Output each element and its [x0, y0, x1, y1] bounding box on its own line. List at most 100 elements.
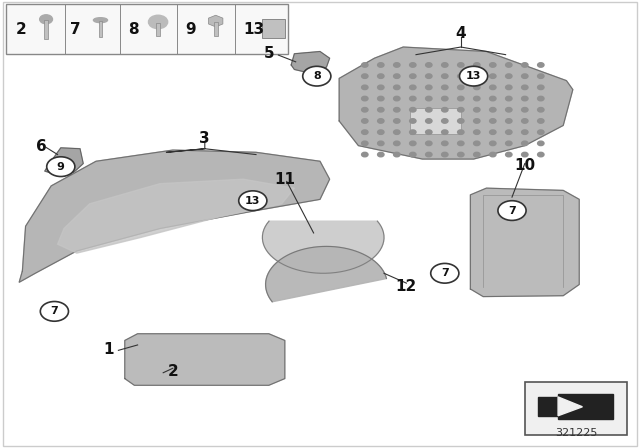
Circle shape: [394, 130, 400, 134]
Circle shape: [458, 119, 464, 123]
Circle shape: [40, 302, 68, 321]
Circle shape: [506, 96, 512, 101]
Circle shape: [506, 85, 512, 90]
Circle shape: [394, 85, 400, 90]
Circle shape: [362, 85, 368, 90]
Circle shape: [410, 119, 416, 123]
Circle shape: [378, 85, 384, 90]
Circle shape: [474, 63, 480, 67]
Circle shape: [410, 63, 416, 67]
Text: 2: 2: [168, 364, 178, 379]
Ellipse shape: [93, 17, 108, 23]
Circle shape: [378, 119, 384, 123]
Circle shape: [458, 63, 464, 67]
Circle shape: [538, 119, 544, 123]
Polygon shape: [291, 52, 330, 72]
Circle shape: [538, 63, 544, 67]
Circle shape: [538, 141, 544, 146]
Circle shape: [410, 85, 416, 90]
Text: 7: 7: [70, 22, 81, 37]
Circle shape: [506, 130, 512, 134]
Circle shape: [538, 108, 544, 112]
Circle shape: [362, 108, 368, 112]
Text: 8: 8: [313, 71, 321, 81]
Circle shape: [426, 130, 432, 134]
Circle shape: [538, 85, 544, 90]
Circle shape: [426, 108, 432, 112]
Circle shape: [410, 108, 416, 112]
Circle shape: [442, 63, 448, 67]
Circle shape: [490, 141, 496, 146]
Text: 10: 10: [514, 158, 536, 173]
Circle shape: [378, 96, 384, 101]
FancyBboxPatch shape: [44, 20, 48, 39]
FancyBboxPatch shape: [99, 21, 102, 37]
Circle shape: [394, 152, 400, 157]
Text: 3: 3: [200, 131, 210, 146]
Circle shape: [506, 152, 512, 157]
Circle shape: [442, 96, 448, 101]
Circle shape: [458, 130, 464, 134]
Circle shape: [498, 201, 526, 220]
Circle shape: [426, 96, 432, 101]
Circle shape: [474, 130, 480, 134]
Polygon shape: [19, 150, 330, 282]
Circle shape: [426, 85, 432, 90]
Text: 321225: 321225: [555, 428, 597, 438]
Circle shape: [431, 263, 459, 283]
Circle shape: [538, 130, 544, 134]
Circle shape: [394, 96, 400, 101]
Circle shape: [490, 63, 496, 67]
Text: 2: 2: [16, 22, 27, 37]
Circle shape: [522, 152, 528, 157]
Circle shape: [458, 96, 464, 101]
Circle shape: [362, 130, 368, 134]
Text: 9: 9: [57, 162, 65, 172]
Polygon shape: [262, 221, 384, 273]
Polygon shape: [266, 246, 387, 302]
Circle shape: [474, 85, 480, 90]
Circle shape: [522, 74, 528, 78]
Circle shape: [47, 157, 75, 177]
Circle shape: [426, 63, 432, 67]
Circle shape: [474, 119, 480, 123]
Circle shape: [362, 74, 368, 78]
Circle shape: [394, 108, 400, 112]
FancyBboxPatch shape: [262, 19, 285, 38]
Circle shape: [442, 130, 448, 134]
Circle shape: [490, 96, 496, 101]
Circle shape: [506, 74, 512, 78]
Text: 1: 1: [104, 342, 114, 357]
Circle shape: [474, 108, 480, 112]
Text: 9: 9: [186, 22, 196, 37]
FancyBboxPatch shape: [6, 4, 288, 54]
Circle shape: [410, 130, 416, 134]
Text: 13: 13: [243, 22, 264, 37]
Circle shape: [474, 152, 480, 157]
Circle shape: [506, 141, 512, 146]
Text: 7: 7: [441, 268, 449, 278]
Polygon shape: [470, 188, 579, 297]
Circle shape: [522, 119, 528, 123]
Circle shape: [442, 141, 448, 146]
Polygon shape: [45, 148, 83, 175]
Text: 4: 4: [456, 26, 466, 41]
FancyBboxPatch shape: [214, 22, 218, 36]
Polygon shape: [125, 334, 285, 385]
Circle shape: [442, 74, 448, 78]
Circle shape: [506, 119, 512, 123]
Text: 7: 7: [51, 306, 58, 316]
Circle shape: [490, 119, 496, 123]
Circle shape: [522, 63, 528, 67]
Circle shape: [394, 119, 400, 123]
Text: 5: 5: [264, 46, 274, 61]
Circle shape: [378, 74, 384, 78]
Circle shape: [490, 130, 496, 134]
Circle shape: [148, 15, 168, 29]
Circle shape: [458, 141, 464, 146]
Circle shape: [458, 108, 464, 112]
Circle shape: [474, 74, 480, 78]
Polygon shape: [209, 15, 223, 27]
Circle shape: [442, 152, 448, 157]
Circle shape: [303, 66, 331, 86]
